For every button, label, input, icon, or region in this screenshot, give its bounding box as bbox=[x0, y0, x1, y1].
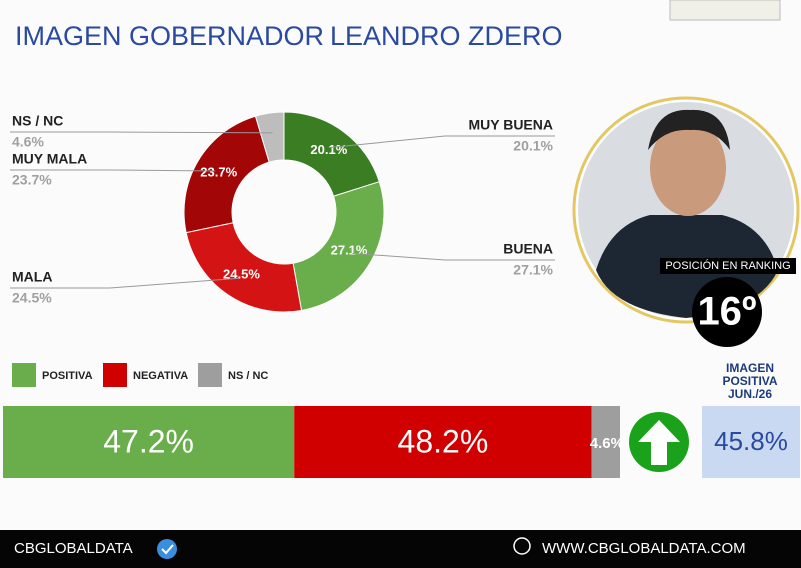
donut-slice bbox=[254, 111, 285, 163]
slice-label: 20.1% bbox=[310, 142, 347, 157]
leader-line bbox=[352, 252, 555, 261]
positive-label-line: JUN./26 bbox=[728, 387, 772, 401]
bar-segment bbox=[3, 406, 295, 478]
legend-swatch bbox=[198, 363, 222, 387]
category-value: 27.1% bbox=[513, 262, 553, 278]
category-value: 20.1% bbox=[513, 138, 553, 154]
leader-line bbox=[10, 131, 273, 134]
click-icon bbox=[513, 537, 531, 555]
positive-label-line: IMAGEN bbox=[726, 361, 774, 375]
category-label: MUY BUENA bbox=[468, 117, 553, 133]
map-thumbnail bbox=[669, 0, 781, 21]
category-label: MALA bbox=[12, 269, 52, 285]
slice-label: 27.1% bbox=[331, 243, 368, 258]
bar-label: 4.6% bbox=[590, 435, 624, 452]
donut-chart: 20.1% MUY BUENA 20.1% 27.1% BUENA 27.1% 24.5% M… bbox=[10, 111, 555, 313]
positive-value: 45.8% bbox=[714, 426, 788, 456]
legend-label: POSITIVA bbox=[42, 370, 93, 382]
category-label: BUENA bbox=[503, 241, 553, 257]
verified-icon bbox=[157, 539, 177, 559]
donut-slice bbox=[183, 115, 270, 234]
legend-label: NEGATIVA bbox=[133, 370, 188, 382]
footer-brand: CBGLOBALDATA bbox=[14, 540, 133, 557]
up-arrow bbox=[638, 420, 680, 465]
bar-segment bbox=[591, 406, 620, 478]
leader-line bbox=[10, 169, 216, 172]
verified-check bbox=[161, 544, 174, 555]
category-value: 23.7% bbox=[12, 172, 52, 188]
bar-segment bbox=[294, 406, 592, 478]
bar-label: 47.2% bbox=[103, 423, 194, 459]
leader-line bbox=[10, 277, 240, 289]
category-label: MUY MALA bbox=[12, 151, 87, 167]
legend-swatch bbox=[103, 363, 127, 387]
category-value: 4.6% bbox=[12, 134, 44, 150]
slice-label: 24.5% bbox=[223, 266, 260, 281]
legend-label: NS / NC bbox=[228, 370, 268, 382]
subtitle: LEANDRO ZDERO bbox=[330, 21, 563, 51]
ranking-label: POSICIÓN EN RANKING bbox=[665, 259, 790, 272]
ranking-label-bg bbox=[660, 258, 796, 274]
category-value: 24.5% bbox=[12, 290, 52, 306]
photo-hair bbox=[648, 109, 730, 150]
footer bbox=[0, 530, 801, 568]
stacked-bar-chart: 47.2% POSITIVA 48.2% NEGATIVA 4.6% NS / NC bbox=[3, 363, 624, 478]
donut-slice bbox=[292, 181, 385, 312]
ranking-position: 16º bbox=[697, 290, 756, 334]
category-label: NS / NC bbox=[12, 113, 63, 129]
title: IMAGEN GOBERNADOR bbox=[15, 21, 324, 51]
donut-slice bbox=[185, 222, 303, 313]
slice-label: 23.7% bbox=[200, 165, 237, 180]
ranking-badge bbox=[692, 277, 762, 347]
positive-box bbox=[702, 406, 800, 478]
leader-line bbox=[331, 135, 555, 148]
donut-slice bbox=[283, 111, 380, 197]
footer-website: WWW.CBGLOBALDATA.COM bbox=[542, 540, 746, 557]
positive-label-line: POSITIVA bbox=[722, 374, 777, 388]
photo-face bbox=[650, 120, 726, 216]
legend-swatch bbox=[12, 363, 36, 387]
bar-label: 48.2% bbox=[398, 423, 489, 459]
